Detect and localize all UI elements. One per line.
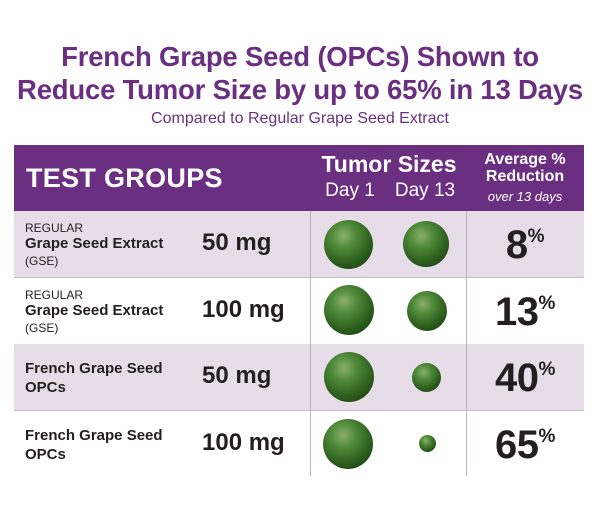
header-test-groups: TEST GROUPS [26,163,223,193]
tumor-sphere-icon [412,363,441,392]
dose-value: 100 mg [202,429,285,456]
column-divider [466,211,467,476]
header-day-1: Day 1 [325,180,375,201]
tumor-sphere-icon [324,220,373,269]
group-name: Grape Seed Extract [25,302,164,319]
results-table: TEST GROUPS Tumor Sizes Day 1 Day 13 Ave… [14,145,584,476]
group-qualifier: REGULAR [25,288,84,302]
row-divider [14,277,584,278]
percent-sign: % [527,226,545,247]
header-day-13: Day 13 [394,180,456,201]
row-divider [14,410,584,411]
tumor-sphere-icon [324,285,374,335]
reduction-number: 65 [495,423,539,467]
reduction-value: 13% [466,290,584,335]
tumor-sphere-icon [403,221,449,267]
chart-title-line-1: French Grape Seed (OPCs) Shown to [61,41,539,72]
group-name: French Grape Seed [25,360,163,377]
reduction-number: 40 [495,356,539,400]
header-tumor-sizes: Tumor Sizes [321,151,457,177]
reduction-number: 8 [505,223,528,267]
group-qualifier: REGULAR [25,221,84,235]
percent-sign: % [538,359,556,380]
reduction-value: 8% [466,223,584,268]
group-name: Grape Seed Extract [25,235,164,252]
header-avg-line-1: Average % [484,151,566,168]
table-row: REGULAR Grape Seed Extract (GSE) 50 mg 8… [14,211,584,277]
chart-subtitle: Compared to Regular Grape Seed Extract [151,110,449,127]
group-name: French Grape Seed [25,427,163,444]
header-avg-line-2: Reduction [485,168,565,185]
column-divider [310,211,311,476]
reduction-value: 65% [466,423,584,468]
dose-value: 50 mg [202,362,272,389]
group-abbreviation: (GSE) [25,254,59,268]
tumor-sphere-icon [323,419,373,469]
dose-value: 100 mg [202,296,285,323]
tumor-sphere-icon [407,291,447,331]
table-row: French Grape Seed OPCs 100 mg 65% [14,411,584,477]
dose-value: 50 mg [202,229,272,256]
group-name-line-2: OPCs [25,446,66,463]
reduction-number: 13 [495,290,539,334]
table-row: REGULAR Grape Seed Extract (GSE) 100 mg … [14,278,584,344]
group-name-line-2: OPCs [25,379,66,396]
table-row: French Grape Seed OPCs 50 mg 40% [14,344,584,410]
header-average-reduction: Average % Reduction [466,151,584,185]
tumor-sphere-icon [324,352,374,402]
percent-sign: % [538,293,556,314]
header-over-13-days: over 13 days [487,189,563,204]
chart-title-line-2: Reduce Tumor Size by up to 65% in 13 Day… [17,74,583,105]
percent-sign: % [538,426,556,447]
reduction-value: 40% [466,356,584,401]
tumor-sphere-icon [419,435,436,452]
table-header: TEST GROUPS Tumor Sizes Day 1 Day 13 Ave… [14,145,584,211]
group-abbreviation: (GSE) [25,321,59,335]
